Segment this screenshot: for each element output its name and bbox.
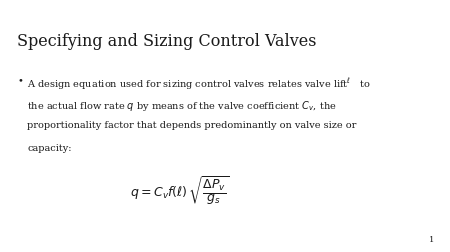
Text: capacity:: capacity: xyxy=(27,144,72,153)
Text: $q = C_v f(\ell)\,\sqrt{\dfrac{\Delta P_v}{g_s}}$: $q = C_v f(\ell)\,\sqrt{\dfrac{\Delta P_… xyxy=(130,174,230,207)
Text: proportionality factor that depends predominantly on valve size or: proportionality factor that depends pred… xyxy=(27,121,356,130)
Text: A design equation used for sizing control valves relates valve lift$^\ell$   to: A design equation used for sizing contro… xyxy=(27,76,371,91)
Text: •: • xyxy=(17,76,23,85)
Text: the actual flow rate $q$ by means of the valve coefficient $C_v$, the: the actual flow rate $q$ by means of the… xyxy=(27,98,337,112)
Text: 1: 1 xyxy=(429,235,434,243)
Text: Specifying and Sizing Control Valves: Specifying and Sizing Control Valves xyxy=(17,33,317,50)
